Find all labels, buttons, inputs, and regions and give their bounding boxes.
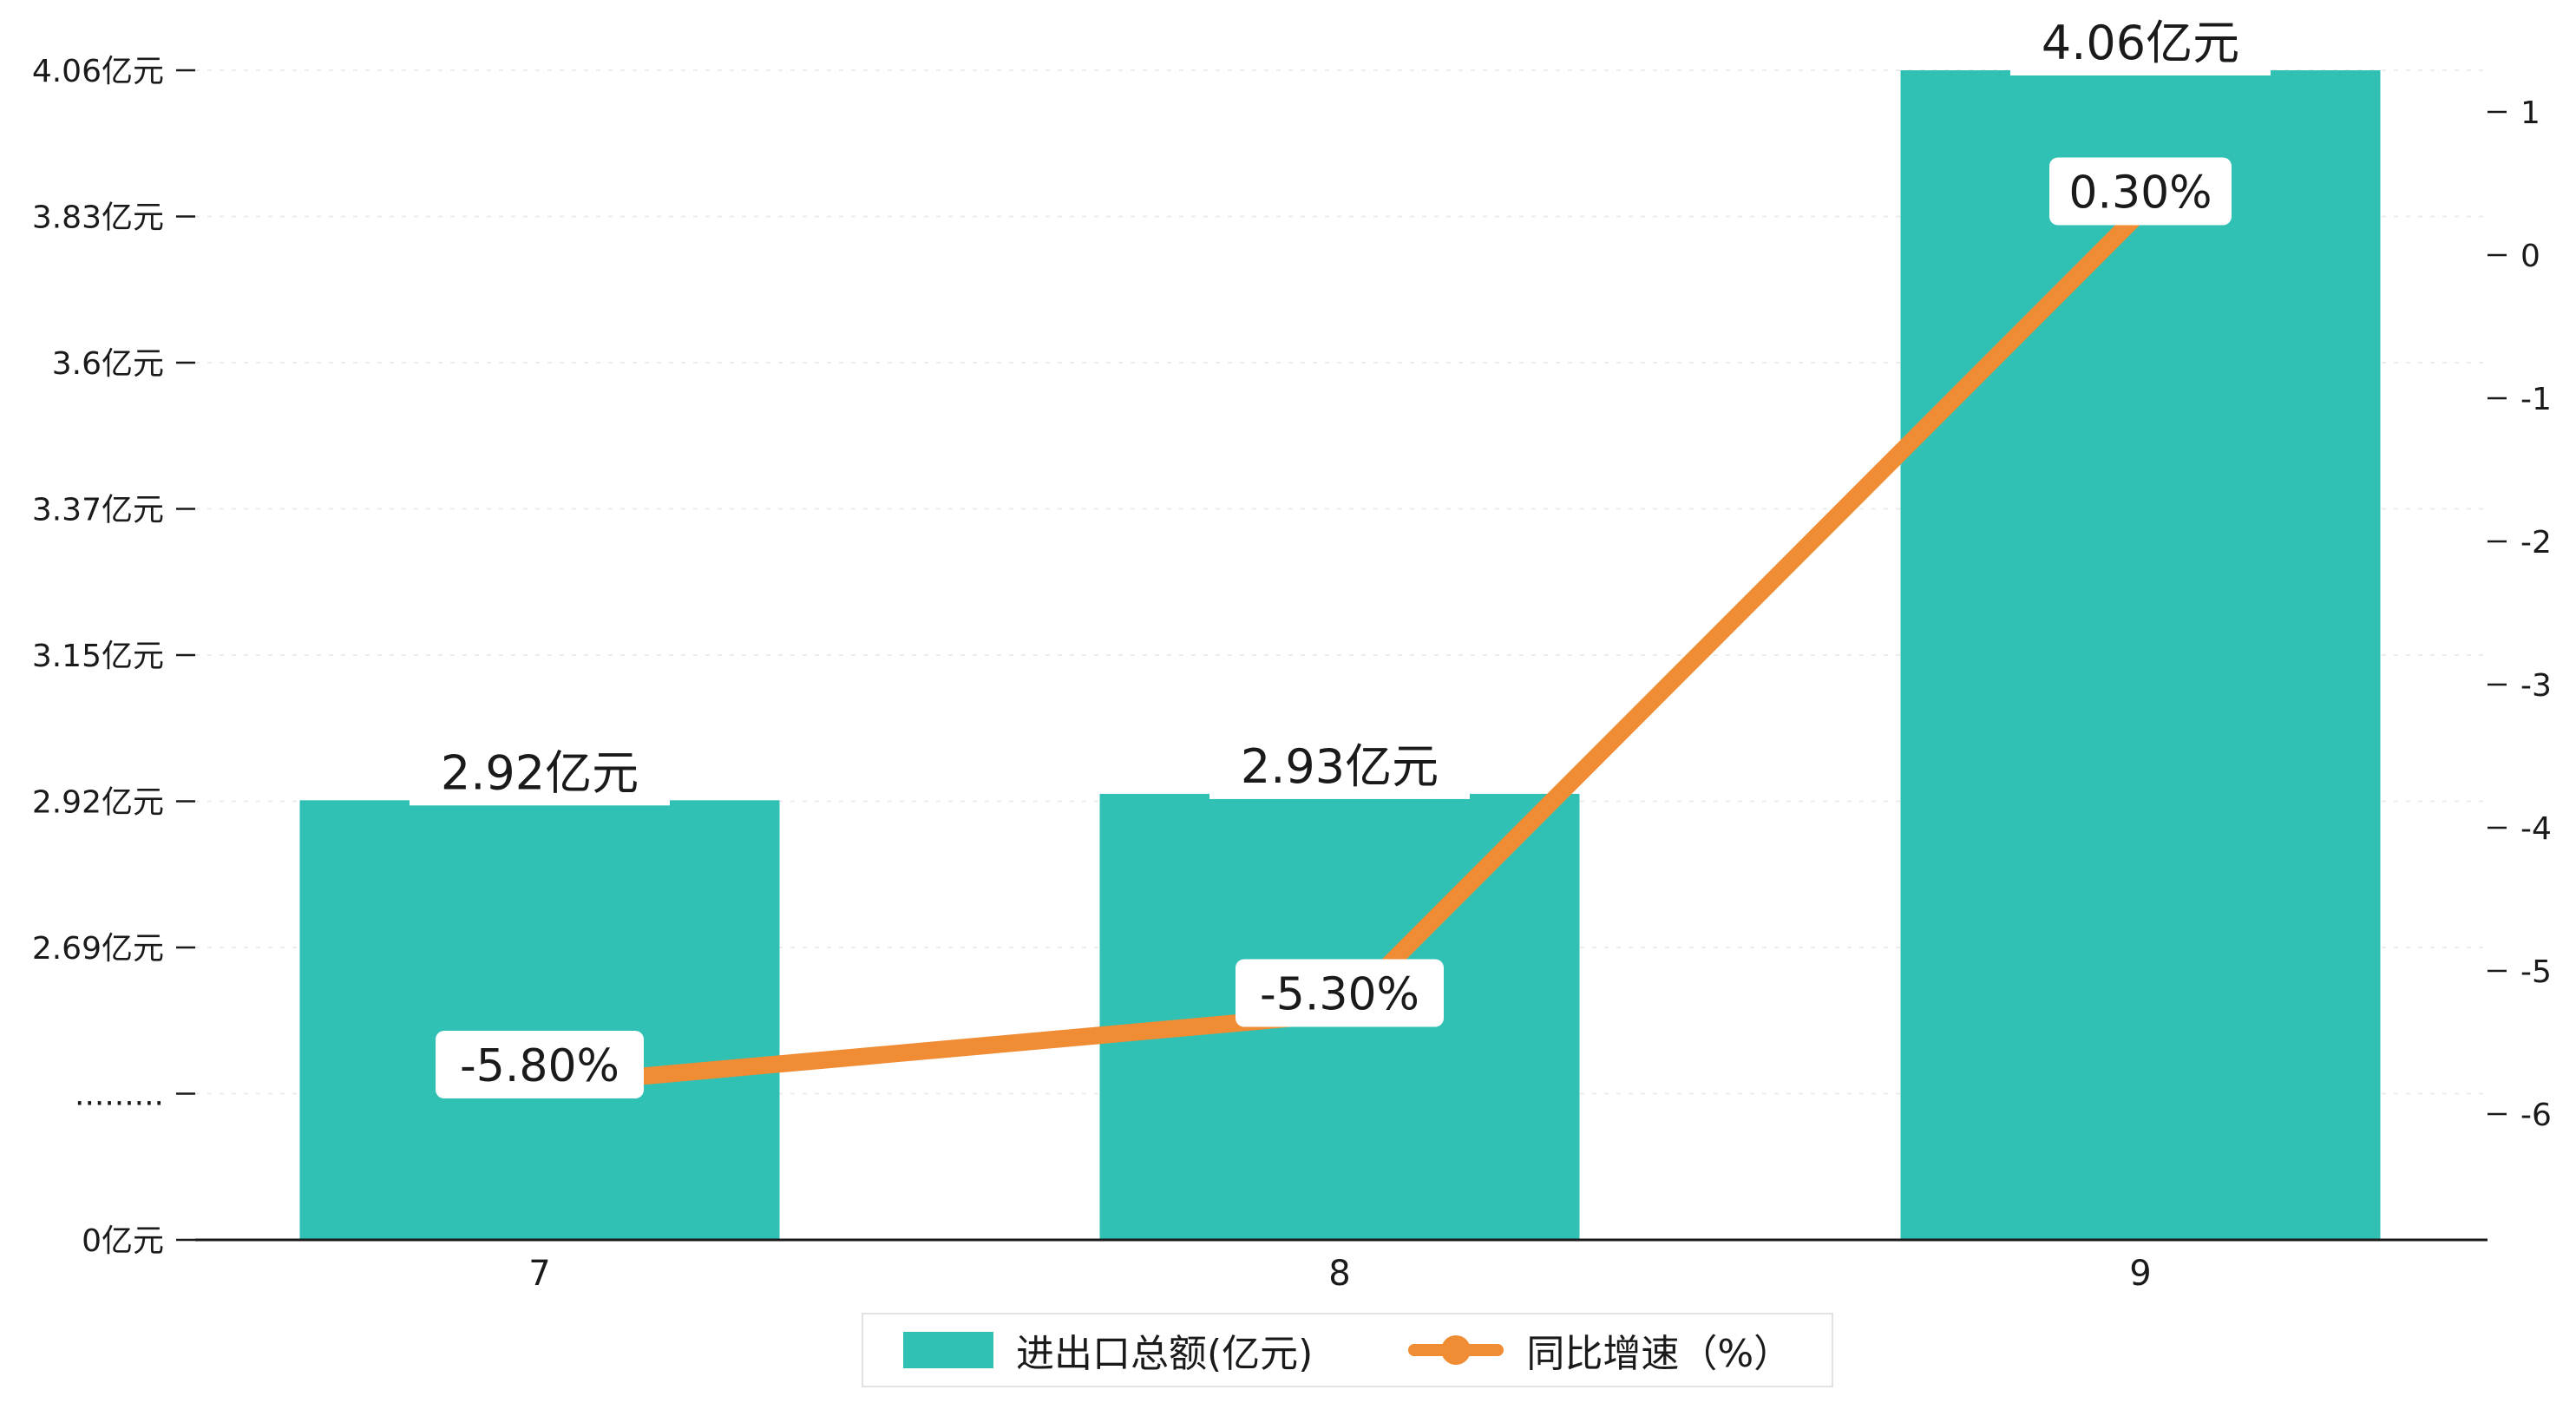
line-value-label: 0.30% [2068,167,2212,220]
x-axis-label: 8 [1328,1254,1350,1294]
legend-bar-label: 进出口总额(亿元) [1016,1332,1314,1376]
bar-value-label-box [2010,10,2271,75]
right-axis-tick-label: -4 [2520,811,2552,847]
left-axis-tick-label: 3.15亿元 [32,639,164,674]
left-axis-tick-label: 2.69亿元 [32,931,164,967]
line-swatch-dot [1441,1335,1472,1365]
left-axis-tick-label: 3.37亿元 [32,493,164,528]
line-value-label: -5.30% [1260,969,1419,1021]
legend: 进出口总额(亿元) 同比增速（%） [862,1313,1834,1387]
left-axis-tick-label: 2.92亿元 [32,785,164,821]
line-value-label: -5.80% [460,1040,619,1092]
left-axis-tick-label: 0亿元 [82,1223,164,1259]
x-axis-label: 9 [2129,1254,2151,1294]
right-axis-tick-label: -6 [2520,1098,2552,1133]
left-axis-tick-label: 3.6亿元 [52,346,164,382]
right-axis-tick-label: 0 [2520,239,2540,274]
right-axis-tick-label: -1 [2520,382,2552,417]
legend-item-line-series[interactable]: 同比增速（%） [1408,1322,1792,1378]
bar-value-label-box [1209,732,1470,799]
line-series-swatch-icon [1408,1332,1504,1368]
left-axis-tick-label: ......... [75,1078,164,1113]
right-axis-tick-label: -2 [2520,525,2552,560]
bar-value-label: 2.92亿元 [441,745,639,800]
left-axis-tick-label: 4.06亿元 [32,54,164,89]
bar [1900,70,2381,1240]
legend-item-bar-series[interactable]: 进出口总额(亿元) [903,1322,1313,1378]
left-axis-tick-label: 3.83亿元 [32,200,164,236]
bar-series-swatch-icon [903,1332,993,1368]
line-value-label-box [436,1031,644,1098]
bar-value-label-box [410,739,670,806]
bar-value-label: 4.06亿元 [2042,16,2239,70]
legend-line-label: 同比增速（%） [1526,1332,1793,1376]
bar-value-label: 2.93亿元 [1241,739,1439,794]
line-value-label-box [1236,959,1444,1027]
right-axis-tick-label: -3 [2520,668,2552,704]
right-axis-tick-label: -5 [2520,954,2552,990]
bar [299,800,780,1240]
x-axis-label: 7 [528,1254,550,1294]
line-value-label-box [2049,157,2232,226]
right-axis-tick-label: 1 [2520,95,2540,131]
